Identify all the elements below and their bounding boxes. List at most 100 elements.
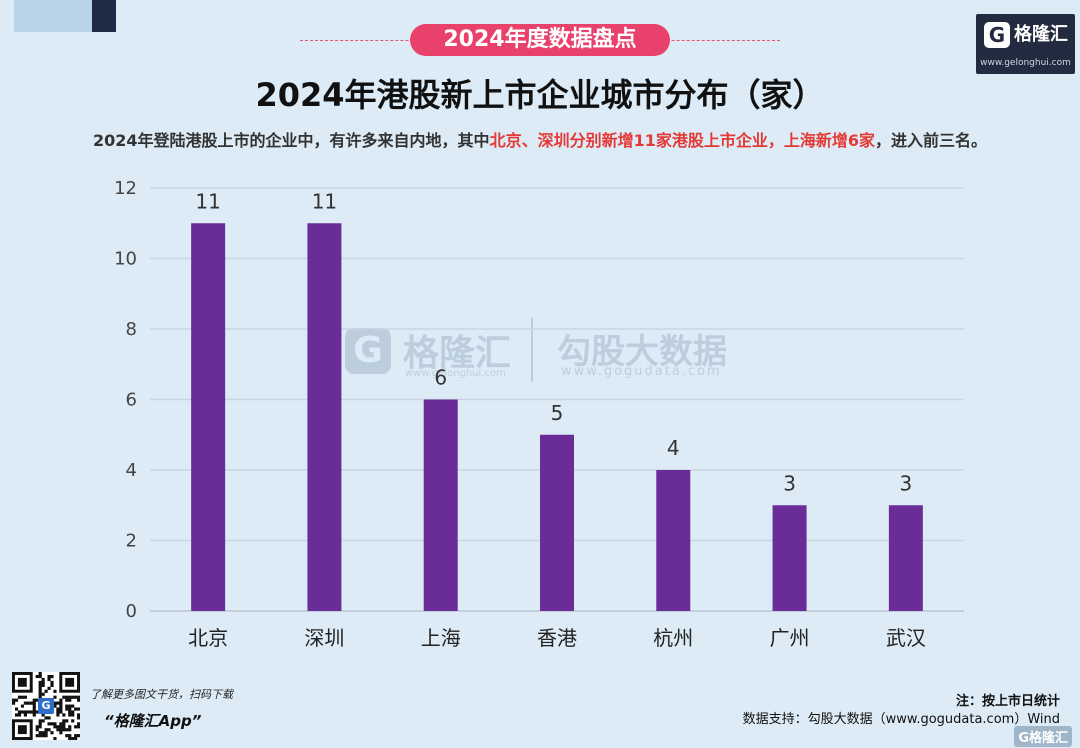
data-label: 3	[783, 471, 796, 495]
logo-g-icon: G	[984, 22, 1010, 48]
logo-name: 格隆汇	[1014, 24, 1068, 45]
qr-module	[53, 695, 57, 699]
qr-module	[71, 713, 75, 717]
qr-module	[59, 704, 63, 708]
footnote: 注：按上市日统计	[955, 694, 1060, 709]
qr-module	[53, 725, 57, 729]
qr-module	[41, 692, 45, 696]
y-tick-label: 12	[114, 178, 137, 199]
qr-module	[41, 680, 45, 685]
qr-module	[26, 710, 30, 714]
qr-module	[68, 734, 72, 738]
qr-module	[62, 728, 66, 732]
y-tick-label: 0	[126, 601, 137, 622]
corner-decoration-dark	[92, 0, 116, 32]
qr-module	[77, 713, 80, 717]
qr-module	[38, 722, 42, 726]
bar	[191, 223, 226, 611]
chart-title: 2024年港股新上市企业城市分布（家）	[255, 76, 825, 114]
qr-module	[50, 731, 54, 735]
qr-module	[59, 722, 63, 726]
qr-module	[17, 713, 22, 717]
qr-code[interactable]: G	[12, 672, 80, 740]
qr-module	[41, 677, 45, 682]
qr-module	[41, 719, 45, 723]
qr-module	[65, 728, 69, 732]
qr-pattern	[12, 672, 80, 740]
qr-module	[68, 707, 72, 711]
qr-module	[47, 674, 51, 679]
qr-module	[38, 686, 42, 690]
qr-module	[38, 695, 42, 699]
x-tick-label: 武汉	[886, 626, 926, 650]
qr-module	[47, 728, 51, 732]
qr-module	[35, 728, 39, 732]
corner-decoration	[14, 0, 116, 32]
qr-finder	[17, 725, 27, 735]
qr-module	[41, 683, 45, 687]
qr-module	[47, 722, 51, 726]
qr-module	[59, 725, 63, 729]
qr-module	[59, 701, 63, 705]
qr-module	[56, 713, 60, 717]
y-tick-label: 8	[126, 319, 137, 340]
y-tick-label: 4	[126, 460, 137, 481]
qr-finder	[17, 677, 27, 687]
subtitle-part1: 2024年登陆港股上市的企业中，有许多来自内地，其中	[93, 131, 490, 150]
watermark-divider	[531, 318, 533, 382]
data-label: 11	[195, 189, 220, 213]
qr-module	[68, 728, 72, 732]
bar	[540, 434, 574, 611]
qr-module	[35, 725, 39, 729]
qr-module	[77, 722, 80, 726]
qr-module	[38, 719, 42, 723]
subtitle-highlight: 北京、深圳分别新增11家港股上市企业，上海新增6家	[489, 131, 875, 150]
qr-module	[65, 704, 69, 708]
qr-module	[62, 695, 66, 699]
qr-module	[35, 698, 39, 702]
watermark-name2: 勾股大数据	[557, 332, 727, 372]
qr-module	[35, 674, 39, 679]
data-label: 4	[667, 436, 680, 460]
bar	[423, 399, 458, 611]
x-tick-label: 杭州	[653, 626, 693, 650]
qr-module	[68, 725, 72, 729]
qr-module	[68, 710, 72, 714]
watermark-url2: www.gogudata.com	[561, 364, 722, 379]
watermark-name1: 格隆汇	[403, 333, 512, 374]
qr-module	[17, 695, 22, 699]
qr-module	[47, 677, 51, 682]
qr-module	[74, 734, 78, 738]
x-tick-label: 北京	[188, 626, 228, 650]
bar	[888, 505, 923, 611]
qr-module	[62, 713, 66, 717]
qr-module	[65, 695, 69, 699]
data-label: 3	[899, 471, 912, 495]
qr-module	[50, 722, 54, 726]
qr-module	[32, 704, 36, 708]
qr-module	[71, 737, 75, 740]
qr-module	[56, 707, 60, 711]
x-tick-label: 广州	[770, 626, 810, 650]
qr-module	[59, 731, 63, 735]
qr-module	[62, 719, 66, 723]
chart-subtitle: 2024年登陆港股上市的企业中，有许多来自内地，其中北京、深圳分别新增11家港股…	[0, 127, 1080, 151]
qr-module	[20, 710, 25, 714]
qr-module	[53, 704, 57, 708]
y-tick-label: 10	[114, 249, 137, 270]
promo-line1: 了解更多图文干货，扫码下载	[90, 688, 233, 701]
qr-module	[59, 728, 63, 732]
qr-module	[65, 698, 69, 702]
qr-module	[38, 683, 42, 687]
qr-module	[32, 713, 36, 717]
bar	[656, 470, 691, 611]
qr-module	[59, 707, 63, 711]
qr-module	[68, 695, 72, 699]
bar	[307, 223, 342, 611]
section-badge-wrap: 2024年度数据盘点	[300, 24, 780, 58]
qr-module	[38, 680, 42, 685]
logo-url: www.gelonghui.com	[980, 58, 1071, 68]
qr-module	[41, 731, 45, 735]
qr-module	[65, 707, 69, 711]
qr-module	[56, 728, 60, 732]
